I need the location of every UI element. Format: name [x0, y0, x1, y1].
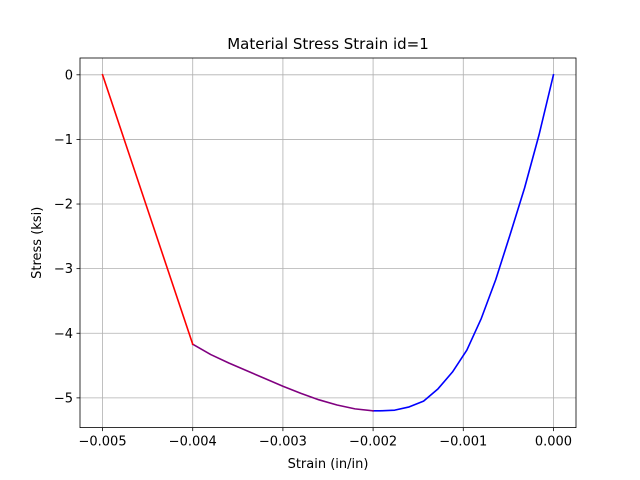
- x-tick-label: −0.005: [78, 435, 126, 450]
- x-axis-label: Strain (in/in): [288, 457, 369, 472]
- y-tick-label: −1: [54, 133, 73, 148]
- y-tick-label: −5: [54, 391, 73, 406]
- series-group: [101, 73, 555, 412]
- chart-title: Material Stress Strain id=1: [227, 35, 429, 53]
- y-tick-label: 0: [65, 68, 73, 83]
- x-tick-label: 0.000: [535, 435, 572, 450]
- series-line-ascending: [372, 73, 555, 412]
- ticks: −0.005 −0.004 −0.003 −0.002 −0.001 0.000 0 −1 −2…: [54, 68, 572, 449]
- series-line-spalling: [101, 73, 194, 346]
- y-tick-label: −4: [54, 327, 73, 342]
- x-tick-label: −0.002: [349, 435, 397, 450]
- y-tick-label: −2: [54, 198, 73, 213]
- series-line-descending: [191, 343, 374, 412]
- x-tick-label: −0.004: [169, 435, 217, 450]
- x-tick-label: −0.003: [259, 435, 307, 450]
- x-tick-label: −0.001: [439, 435, 487, 450]
- axes-frame: [79, 57, 577, 429]
- y-axis-label: Stress (ksi): [30, 207, 45, 279]
- grid: [80, 58, 576, 428]
- y-tick-label: −3: [54, 262, 73, 277]
